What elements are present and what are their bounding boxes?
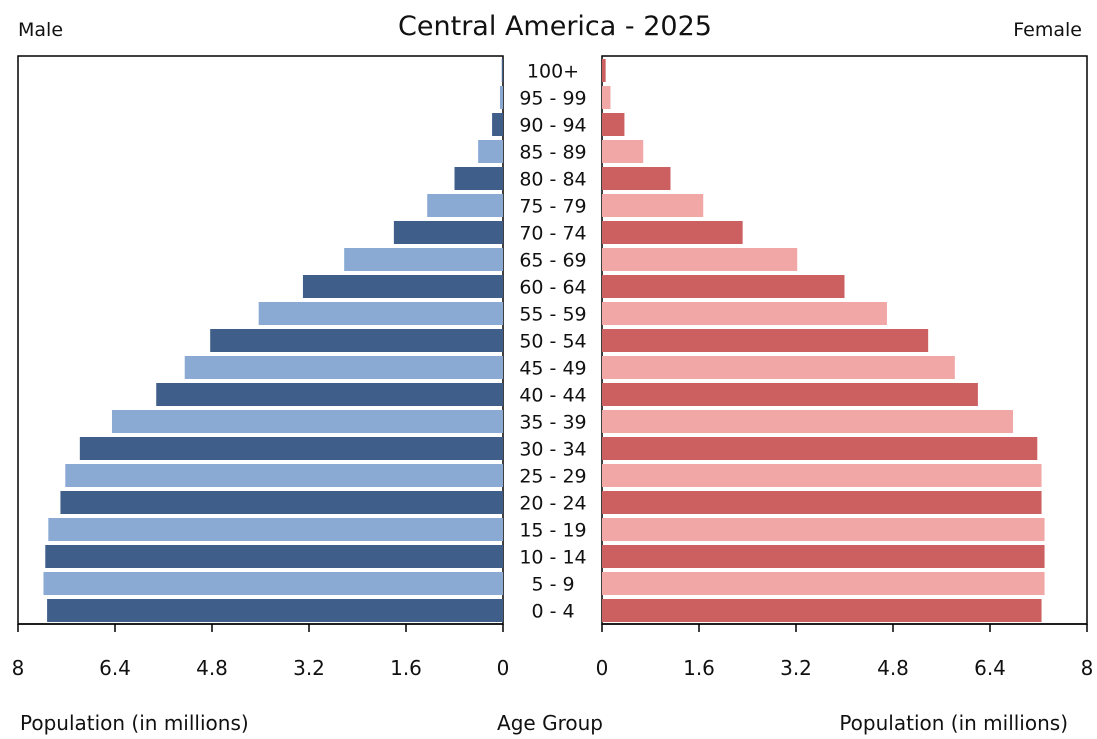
male-bar [210,329,503,352]
age-group-label: 15 - 19 [519,520,586,542]
male-x-tick-label: 8 [12,656,25,680]
age-group-label: 40 - 44 [519,385,586,407]
female-bar [602,545,1045,568]
age-group-label: 5 - 9 [531,574,574,596]
female-bar [602,248,798,271]
male-bar [427,194,503,217]
female-x-tick-label: 0 [596,656,609,680]
female-bar [602,383,978,406]
male-x-tick-label: 1.6 [390,656,422,680]
male-bar [393,221,503,244]
female-bar [602,275,845,298]
female-bar [602,329,929,352]
age-group-title: Age Group [497,711,603,735]
female-bar [602,464,1042,487]
female-x-tick-label: 8 [1081,656,1094,680]
male-bar [492,113,503,136]
male-bar [111,410,503,433]
age-group-label: 60 - 64 [519,277,586,299]
female-x-tick-label: 3.2 [780,656,812,680]
male-bar [501,59,503,82]
female-x-ticks: 0 1.6 3.2 4.8 6.4 8 [596,624,1094,680]
age-group-label: 65 - 69 [519,250,586,272]
female-bars [602,59,1045,622]
age-group-label: 80 - 84 [519,169,586,191]
male-bar [478,140,503,163]
female-label: Female [1013,19,1082,41]
age-group-label: 30 - 34 [519,439,586,461]
female-bar [602,437,1038,460]
male-bar [156,383,503,406]
male-x-tick-label: 0 [497,656,510,680]
age-group-label: 75 - 79 [519,196,586,218]
female-bar [602,410,1014,433]
male-bar [48,518,503,541]
age-group-label: 85 - 89 [519,142,586,164]
age-group-label: 0 - 4 [531,601,574,623]
female-bar [602,302,887,325]
male-bars [43,59,504,622]
male-x-axis-title: Population (in millions) [20,711,249,735]
female-bar [602,194,704,217]
female-bar [602,59,606,82]
male-bar [302,275,503,298]
age-group-label: 100+ [527,61,579,83]
male-x-tick-label: 3.2 [293,656,325,680]
female-x-tick-label: 6.4 [974,656,1006,680]
male-x-ticks: 0 1.6 3.2 4.8 6.4 8 [12,624,510,680]
male-bar [43,572,504,595]
male-bar [344,248,503,271]
age-group-label: 95 - 99 [519,88,586,110]
female-x-tick-label: 4.8 [877,656,909,680]
age-group-label: 55 - 59 [519,304,586,326]
age-group-label: 90 - 94 [519,115,586,137]
male-bar [65,464,503,487]
age-group-label: 50 - 54 [519,331,586,353]
male-bar [60,491,503,514]
male-bar [79,437,504,460]
female-x-tick-label: 1.6 [683,656,715,680]
age-group-label: 10 - 14 [519,547,586,569]
male-bar [184,356,503,379]
male-bar [47,599,503,622]
female-bar [602,356,955,379]
female-x-axis-title: Population (in millions) [839,711,1068,735]
female-bar [602,140,644,163]
female-bar [602,491,1042,514]
male-bar [258,302,503,325]
female-bar [602,86,611,109]
age-group-label: 20 - 24 [519,493,586,515]
female-bar [602,599,1042,622]
male-label: Male [18,19,63,41]
female-bar [602,572,1045,595]
female-bar [602,518,1045,541]
male-x-tick-label: 6.4 [99,656,131,680]
female-bar [602,113,625,136]
age-group-label: 45 - 49 [519,358,586,380]
male-x-tick-label: 4.8 [196,656,228,680]
chart-title: Central America - 2025 [398,11,712,42]
male-bar [45,545,503,568]
age-group-labels: 0 - 4 5 - 9 10 - 14 15 - 19 20 - 24 25 - 29 30… [519,61,586,623]
age-group-label: 25 - 29 [519,466,586,488]
male-bar [499,86,503,109]
female-bar [602,167,671,190]
female-bar [602,221,743,244]
male-bar [454,167,503,190]
age-group-label: 35 - 39 [519,412,586,434]
age-group-label: 70 - 74 [519,223,586,245]
